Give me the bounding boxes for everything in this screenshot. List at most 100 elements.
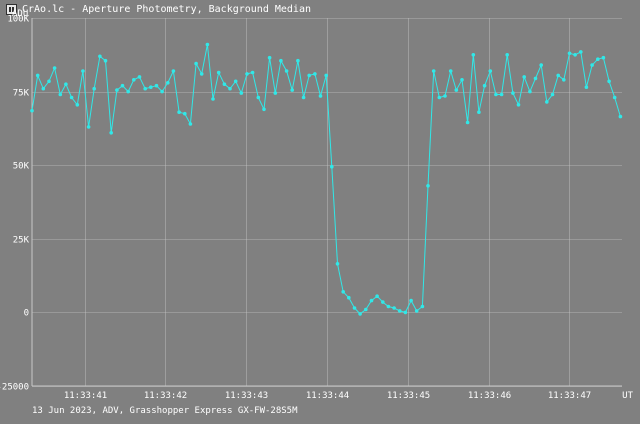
data-point — [296, 58, 300, 63]
data-point — [335, 262, 340, 266]
data-point — [352, 306, 357, 310]
data-point — [205, 42, 210, 47]
data-point — [273, 91, 278, 95]
footer-caption: 13 Jun 2023, ADV, Grasshopper Express GX… — [32, 406, 298, 416]
data-point — [488, 69, 493, 73]
data-point — [409, 298, 413, 303]
data-point — [516, 103, 521, 107]
data-point — [533, 76, 538, 81]
data-point — [41, 86, 46, 91]
data-point — [522, 75, 526, 79]
data-point — [81, 69, 85, 73]
data-point — [420, 304, 425, 309]
data-point — [397, 309, 402, 313]
data-point — [612, 95, 617, 100]
data-point — [443, 94, 447, 98]
data-point — [98, 54, 102, 59]
data-point — [216, 70, 221, 75]
data-point — [596, 57, 600, 61]
data-point — [539, 63, 543, 67]
y-axis-label: ADU — [12, 9, 28, 19]
data-point — [601, 55, 606, 60]
data-point — [562, 78, 566, 82]
data-point — [364, 307, 368, 312]
data-point — [233, 79, 238, 84]
x-tick-label: 11:33:44 — [306, 391, 349, 401]
data-point — [194, 61, 198, 66]
data-point — [358, 312, 362, 316]
data-point — [573, 53, 577, 57]
data-point — [250, 70, 255, 75]
x-tick-label: 11:33:45 — [387, 391, 430, 401]
data-point — [228, 86, 232, 91]
data-point — [448, 69, 453, 73]
data-point — [301, 95, 306, 100]
x-tick-label: 11:33:43 — [225, 391, 268, 401]
data-point — [35, 73, 40, 78]
data-point — [115, 88, 119, 92]
data-point — [437, 95, 442, 100]
data-point — [75, 103, 80, 107]
data-point — [103, 58, 108, 63]
data-point — [307, 73, 312, 78]
data-point — [403, 310, 408, 315]
data-point — [426, 184, 430, 188]
data-point — [183, 111, 187, 116]
data-point — [284, 69, 289, 73]
x-tick-label: 11:33:46 — [468, 391, 511, 401]
data-point — [471, 53, 476, 57]
y-tick-label: 75K — [13, 89, 30, 99]
data-point — [579, 50, 583, 54]
data-point — [607, 79, 611, 84]
data-point — [460, 78, 464, 82]
data-point — [245, 72, 249, 76]
data-point — [256, 95, 261, 100]
data-point — [279, 58, 283, 63]
data-point — [199, 72, 204, 76]
data-point — [290, 88, 295, 92]
data-point — [567, 51, 572, 56]
data-point — [499, 92, 504, 97]
data-point — [330, 164, 334, 169]
data-point — [109, 131, 113, 135]
data-point — [92, 86, 96, 91]
data-point — [477, 110, 481, 114]
data-point — [177, 110, 181, 114]
data-point — [69, 95, 74, 100]
data-point — [47, 79, 51, 84]
data-point — [171, 69, 176, 73]
data-point — [166, 81, 170, 85]
data-point — [584, 85, 589, 89]
data-point — [528, 89, 532, 94]
data-point — [318, 94, 323, 98]
data-point — [545, 100, 549, 104]
data-point — [482, 83, 487, 88]
data-point — [347, 295, 351, 300]
data-point — [267, 55, 272, 60]
y-tick-label: 25K — [13, 236, 30, 246]
data-point — [386, 304, 391, 309]
x-tick-label: 11:33:47 — [548, 391, 591, 401]
data-point — [550, 92, 555, 97]
data-point — [505, 53, 510, 57]
y-tick-label: 50K — [13, 162, 30, 172]
data-point — [211, 97, 215, 101]
data-point — [160, 89, 164, 94]
data-point — [369, 298, 374, 303]
data-point — [313, 72, 317, 76]
data-point — [126, 89, 130, 94]
app-icon[interactable] — [6, 3, 17, 15]
data-point — [132, 78, 136, 82]
data-point — [324, 73, 329, 78]
data-point — [143, 86, 147, 91]
data-point — [556, 73, 560, 78]
data-point — [465, 120, 470, 125]
data-point — [381, 300, 385, 304]
data-point — [590, 63, 594, 67]
data-point — [454, 88, 459, 92]
data-point — [149, 85, 153, 89]
data-point — [239, 91, 244, 95]
data-point — [431, 69, 436, 73]
y-tick-label: -25000 — [0, 383, 29, 393]
